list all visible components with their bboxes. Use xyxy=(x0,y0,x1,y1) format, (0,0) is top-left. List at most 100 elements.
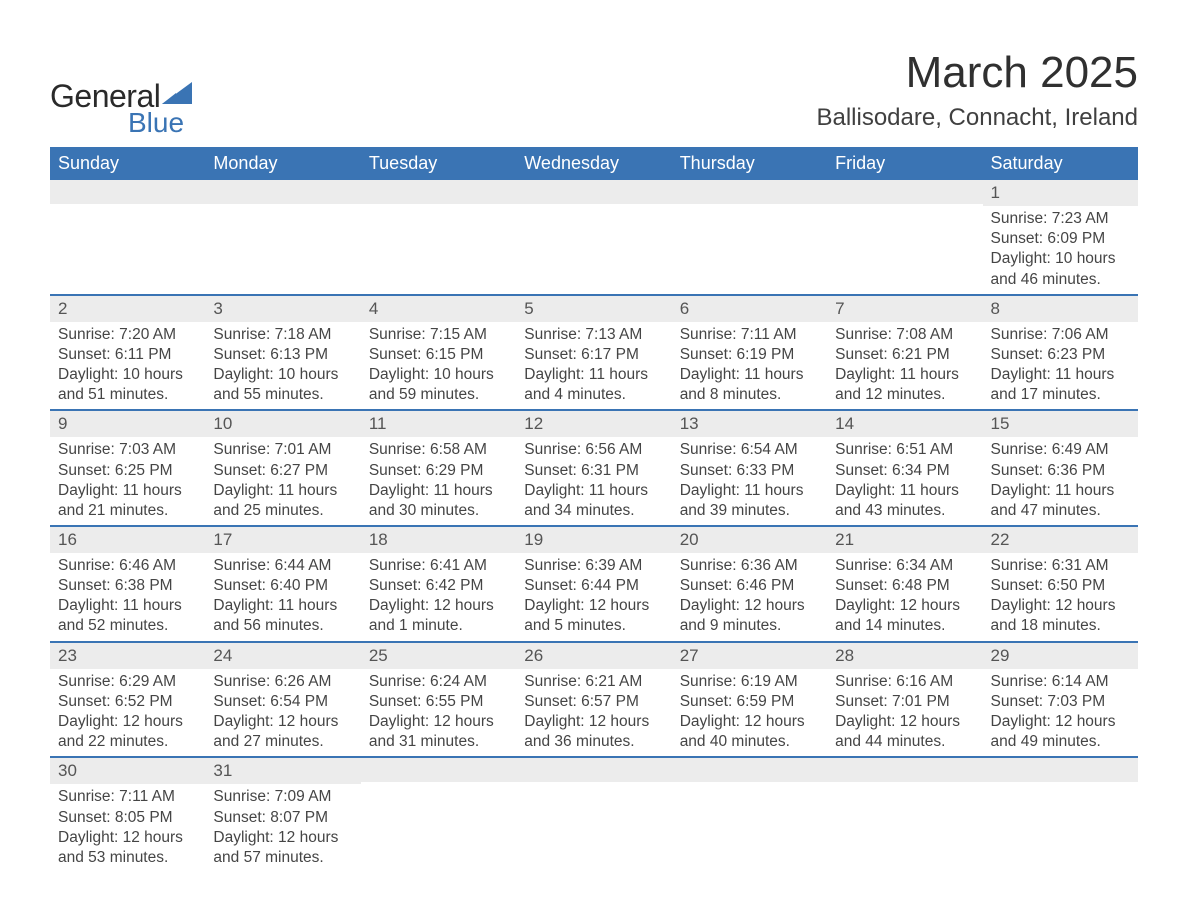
day-number xyxy=(516,180,671,204)
day-details: Sunrise: 6:19 AMSunset: 6:59 PMDaylight:… xyxy=(672,669,827,757)
calendar-day-cell: 7Sunrise: 7:08 AMSunset: 6:21 PMDaylight… xyxy=(827,295,982,411)
day-details: Sunrise: 7:18 AMSunset: 6:13 PMDaylight:… xyxy=(205,322,360,410)
sunrise-text: Sunrise: 7:03 AM xyxy=(58,440,197,460)
sunrise-text: Sunrise: 6:21 AM xyxy=(524,672,663,692)
day-details: Sunrise: 6:31 AMSunset: 6:50 PMDaylight:… xyxy=(983,553,1138,641)
sunrise-text: Sunrise: 6:51 AM xyxy=(835,440,974,460)
day-number xyxy=(672,758,827,782)
calendar-week-row: 2Sunrise: 7:20 AMSunset: 6:11 PMDaylight… xyxy=(50,295,1138,411)
sunrise-text: Sunrise: 7:20 AM xyxy=(58,325,197,345)
sunset-text: Sunset: 6:11 PM xyxy=(58,345,197,365)
day-details: Sunrise: 7:20 AMSunset: 6:11 PMDaylight:… xyxy=(50,322,205,410)
day-details: Sunrise: 6:21 AMSunset: 6:57 PMDaylight:… xyxy=(516,669,671,757)
day-details: Sunrise: 6:58 AMSunset: 6:29 PMDaylight:… xyxy=(361,437,516,525)
sunset-text: Sunset: 6:54 PM xyxy=(213,692,352,712)
day-details xyxy=(827,204,982,211)
sunset-text: Sunset: 7:01 PM xyxy=(835,692,974,712)
calendar-day-cell: 15Sunrise: 6:49 AMSunset: 6:36 PMDayligh… xyxy=(983,410,1138,526)
sunrise-text: Sunrise: 7:15 AM xyxy=(369,325,508,345)
sunset-text: Sunset: 6:33 PM xyxy=(680,461,819,481)
daylight-text: Daylight: 12 hours and 14 minutes. xyxy=(835,596,974,636)
weekday-header: Saturday xyxy=(983,147,1138,180)
day-number: 14 xyxy=(827,411,982,437)
sunrise-text: Sunrise: 6:29 AM xyxy=(58,672,197,692)
sunrise-text: Sunrise: 7:08 AM xyxy=(835,325,974,345)
day-number: 27 xyxy=(672,643,827,669)
weekday-header: Friday xyxy=(827,147,982,180)
calendar-week-row: 16Sunrise: 6:46 AMSunset: 6:38 PMDayligh… xyxy=(50,526,1138,642)
day-details: Sunrise: 7:08 AMSunset: 6:21 PMDaylight:… xyxy=(827,322,982,410)
day-details xyxy=(361,782,516,789)
weekday-header: Sunday xyxy=(50,147,205,180)
location-subtitle: Ballisodare, Connacht, Ireland xyxy=(816,104,1138,132)
day-number: 16 xyxy=(50,527,205,553)
calendar-day-cell: 30Sunrise: 7:11 AMSunset: 8:05 PMDayligh… xyxy=(50,757,205,872)
weekday-header: Monday xyxy=(205,147,360,180)
day-number: 5 xyxy=(516,296,671,322)
day-details: Sunrise: 6:49 AMSunset: 6:36 PMDaylight:… xyxy=(983,437,1138,525)
day-number xyxy=(361,758,516,782)
sunrise-text: Sunrise: 7:11 AM xyxy=(680,325,819,345)
daylight-text: Daylight: 11 hours and 17 minutes. xyxy=(991,365,1130,405)
sunset-text: Sunset: 6:59 PM xyxy=(680,692,819,712)
day-number: 18 xyxy=(361,527,516,553)
calendar-day-cell: 13Sunrise: 6:54 AMSunset: 6:33 PMDayligh… xyxy=(672,410,827,526)
sunset-text: Sunset: 6:29 PM xyxy=(369,461,508,481)
day-details: Sunrise: 7:15 AMSunset: 6:15 PMDaylight:… xyxy=(361,322,516,410)
calendar-day-cell: 28Sunrise: 6:16 AMSunset: 7:01 PMDayligh… xyxy=(827,642,982,758)
calendar-day-cell: 16Sunrise: 6:46 AMSunset: 6:38 PMDayligh… xyxy=(50,526,205,642)
day-details xyxy=(672,782,827,789)
sunrise-text: Sunrise: 6:44 AM xyxy=(213,556,352,576)
daylight-text: Daylight: 11 hours and 25 minutes. xyxy=(213,481,352,521)
sunset-text: Sunset: 6:15 PM xyxy=(369,345,508,365)
calendar-day-cell: 10Sunrise: 7:01 AMSunset: 6:27 PMDayligh… xyxy=(205,410,360,526)
day-details xyxy=(983,782,1138,789)
daylight-text: Daylight: 10 hours and 55 minutes. xyxy=(213,365,352,405)
daylight-text: Daylight: 12 hours and 53 minutes. xyxy=(58,828,197,868)
sunset-text: Sunset: 6:46 PM xyxy=(680,576,819,596)
calendar-day-cell: 11Sunrise: 6:58 AMSunset: 6:29 PMDayligh… xyxy=(361,410,516,526)
day-number: 7 xyxy=(827,296,982,322)
day-details: Sunrise: 6:41 AMSunset: 6:42 PMDaylight:… xyxy=(361,553,516,641)
calendar-week-row: 30Sunrise: 7:11 AMSunset: 8:05 PMDayligh… xyxy=(50,757,1138,872)
calendar-table: Sunday Monday Tuesday Wednesday Thursday… xyxy=(50,147,1138,872)
sunset-text: Sunset: 6:34 PM xyxy=(835,461,974,481)
calendar-day-cell: 18Sunrise: 6:41 AMSunset: 6:42 PMDayligh… xyxy=(361,526,516,642)
day-number xyxy=(983,758,1138,782)
day-details xyxy=(516,204,671,211)
sunrise-text: Sunrise: 6:14 AM xyxy=(991,672,1130,692)
day-number: 21 xyxy=(827,527,982,553)
calendar-day-cell: 27Sunrise: 6:19 AMSunset: 6:59 PMDayligh… xyxy=(672,642,827,758)
sunrise-text: Sunrise: 7:13 AM xyxy=(524,325,663,345)
calendar-day-cell xyxy=(516,757,671,872)
sunset-text: Sunset: 6:36 PM xyxy=(991,461,1130,481)
calendar-day-cell: 23Sunrise: 6:29 AMSunset: 6:52 PMDayligh… xyxy=(50,642,205,758)
daylight-text: Daylight: 10 hours and 46 minutes. xyxy=(991,249,1130,289)
sunrise-text: Sunrise: 7:06 AM xyxy=(991,325,1130,345)
calendar-day-cell xyxy=(672,180,827,295)
day-number: 29 xyxy=(983,643,1138,669)
day-number xyxy=(361,180,516,204)
logo-sail-icon xyxy=(162,82,192,109)
sunrise-text: Sunrise: 6:36 AM xyxy=(680,556,819,576)
calendar-day-cell: 9Sunrise: 7:03 AMSunset: 6:25 PMDaylight… xyxy=(50,410,205,526)
day-number: 31 xyxy=(205,758,360,784)
daylight-text: Daylight: 12 hours and 44 minutes. xyxy=(835,712,974,752)
daylight-text: Daylight: 11 hours and 43 minutes. xyxy=(835,481,974,521)
daylight-text: Daylight: 11 hours and 56 minutes. xyxy=(213,596,352,636)
day-number xyxy=(50,180,205,204)
daylight-text: Daylight: 12 hours and 57 minutes. xyxy=(213,828,352,868)
sunrise-text: Sunrise: 6:41 AM xyxy=(369,556,508,576)
calendar-day-cell xyxy=(827,757,982,872)
calendar-day-cell xyxy=(361,180,516,295)
day-details xyxy=(361,204,516,211)
day-number: 6 xyxy=(672,296,827,322)
calendar-day-cell xyxy=(50,180,205,295)
day-details: Sunrise: 6:51 AMSunset: 6:34 PMDaylight:… xyxy=(827,437,982,525)
daylight-text: Daylight: 11 hours and 12 minutes. xyxy=(835,365,974,405)
sunrise-text: Sunrise: 6:24 AM xyxy=(369,672,508,692)
calendar-day-cell: 24Sunrise: 6:26 AMSunset: 6:54 PMDayligh… xyxy=(205,642,360,758)
day-number: 17 xyxy=(205,527,360,553)
calendar-day-cell xyxy=(205,180,360,295)
calendar-day-cell: 29Sunrise: 6:14 AMSunset: 7:03 PMDayligh… xyxy=(983,642,1138,758)
